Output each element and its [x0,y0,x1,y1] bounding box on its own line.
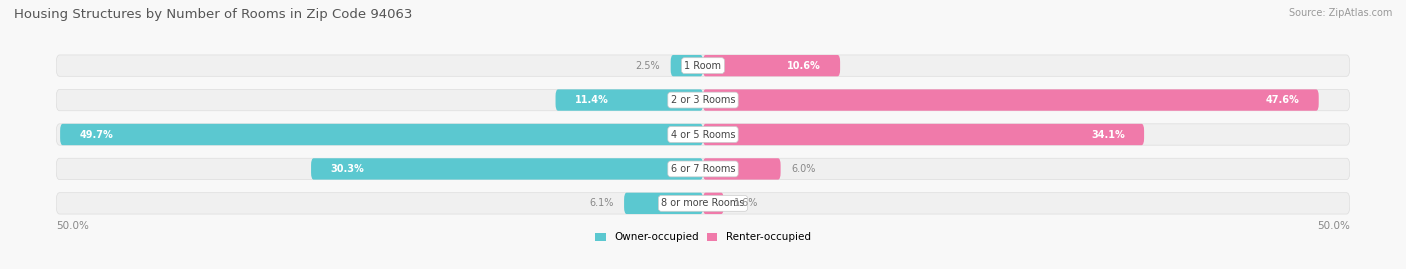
Legend: Owner-occupied, Renter-occupied: Owner-occupied, Renter-occupied [591,228,815,246]
Text: Housing Structures by Number of Rooms in Zip Code 94063: Housing Structures by Number of Rooms in… [14,8,412,21]
FancyBboxPatch shape [703,55,841,76]
Text: 49.7%: 49.7% [80,129,114,140]
Text: 30.3%: 30.3% [330,164,364,174]
Text: 1 Room: 1 Room [685,61,721,71]
Text: 50.0%: 50.0% [1317,221,1350,231]
Text: 10.6%: 10.6% [787,61,821,71]
Text: 4 or 5 Rooms: 4 or 5 Rooms [671,129,735,140]
Text: 6 or 7 Rooms: 6 or 7 Rooms [671,164,735,174]
Text: 47.6%: 47.6% [1265,95,1299,105]
Text: 6.1%: 6.1% [589,198,614,208]
FancyBboxPatch shape [60,124,703,145]
Text: 1.6%: 1.6% [734,198,758,208]
Text: Source: ZipAtlas.com: Source: ZipAtlas.com [1288,8,1392,18]
Text: 8 or more Rooms: 8 or more Rooms [661,198,745,208]
Text: 34.1%: 34.1% [1091,129,1125,140]
FancyBboxPatch shape [56,124,1350,145]
Text: 6.0%: 6.0% [792,164,815,174]
FancyBboxPatch shape [624,193,703,214]
Text: 11.4%: 11.4% [575,95,609,105]
FancyBboxPatch shape [56,55,1350,76]
FancyBboxPatch shape [703,89,1319,111]
Text: 50.0%: 50.0% [56,221,89,231]
FancyBboxPatch shape [671,55,703,76]
FancyBboxPatch shape [56,158,1350,180]
FancyBboxPatch shape [56,89,1350,111]
FancyBboxPatch shape [311,158,703,180]
Text: 2.5%: 2.5% [636,61,661,71]
FancyBboxPatch shape [703,158,780,180]
FancyBboxPatch shape [703,193,724,214]
FancyBboxPatch shape [703,124,1144,145]
FancyBboxPatch shape [56,193,1350,214]
Text: 2 or 3 Rooms: 2 or 3 Rooms [671,95,735,105]
FancyBboxPatch shape [555,89,703,111]
